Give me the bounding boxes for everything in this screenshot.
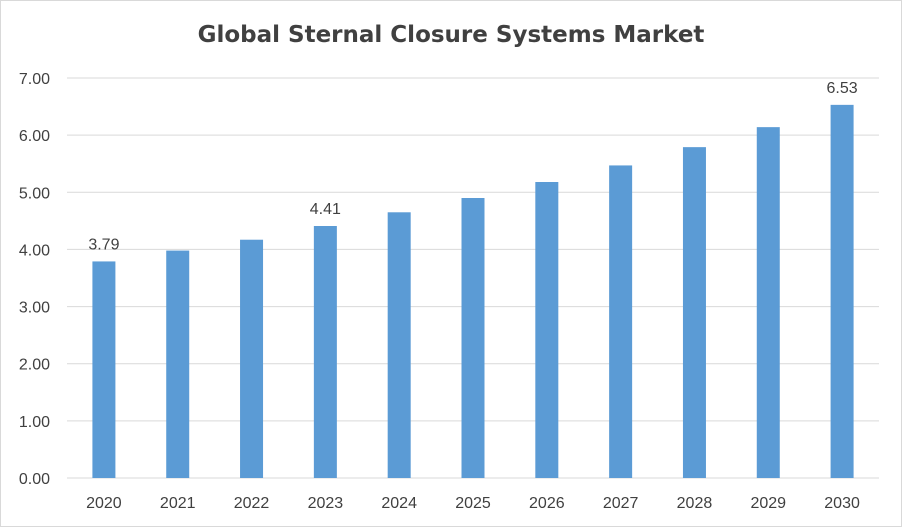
bar [313,226,337,478]
x-tick-label: 2028 [677,495,713,512]
x-tick-label: 2020 [86,495,122,512]
bar [535,182,559,478]
bar [461,198,485,478]
data-label: 4.41 [310,201,341,218]
y-tick-label: 4.00 [19,242,50,259]
x-tick-label: 2026 [529,495,565,512]
bar [166,250,190,478]
bar [92,261,116,478]
bar [240,239,264,478]
y-tick-label: 1.00 [19,414,50,431]
x-tick-label: 2024 [381,495,417,512]
y-tick-label: 5.00 [19,185,50,202]
x-tick-label: 2021 [160,495,196,512]
data-label: 6.53 [827,80,858,97]
x-tick-label: 2029 [750,495,786,512]
y-tick-label: 7.00 [19,71,50,88]
bar [609,165,633,478]
y-tick-label: 0.00 [19,471,50,488]
y-tick-label: 3.00 [19,300,50,317]
x-tick-label: 2022 [234,495,270,512]
x-tick-label: 2023 [308,495,344,512]
y-tick-label: 6.00 [19,128,50,145]
y-tick-label: 2.00 [19,357,50,374]
chart-title: Global Sternal Closure Systems Market [197,22,705,48]
data-label: 3.79 [88,236,119,253]
x-tick-label: 2025 [455,495,491,512]
bar [830,104,854,478]
bar [387,212,411,479]
bar [756,127,780,479]
bar [682,147,706,478]
x-tick-label: 2027 [603,495,639,512]
x-tick-label: 2030 [824,495,860,512]
